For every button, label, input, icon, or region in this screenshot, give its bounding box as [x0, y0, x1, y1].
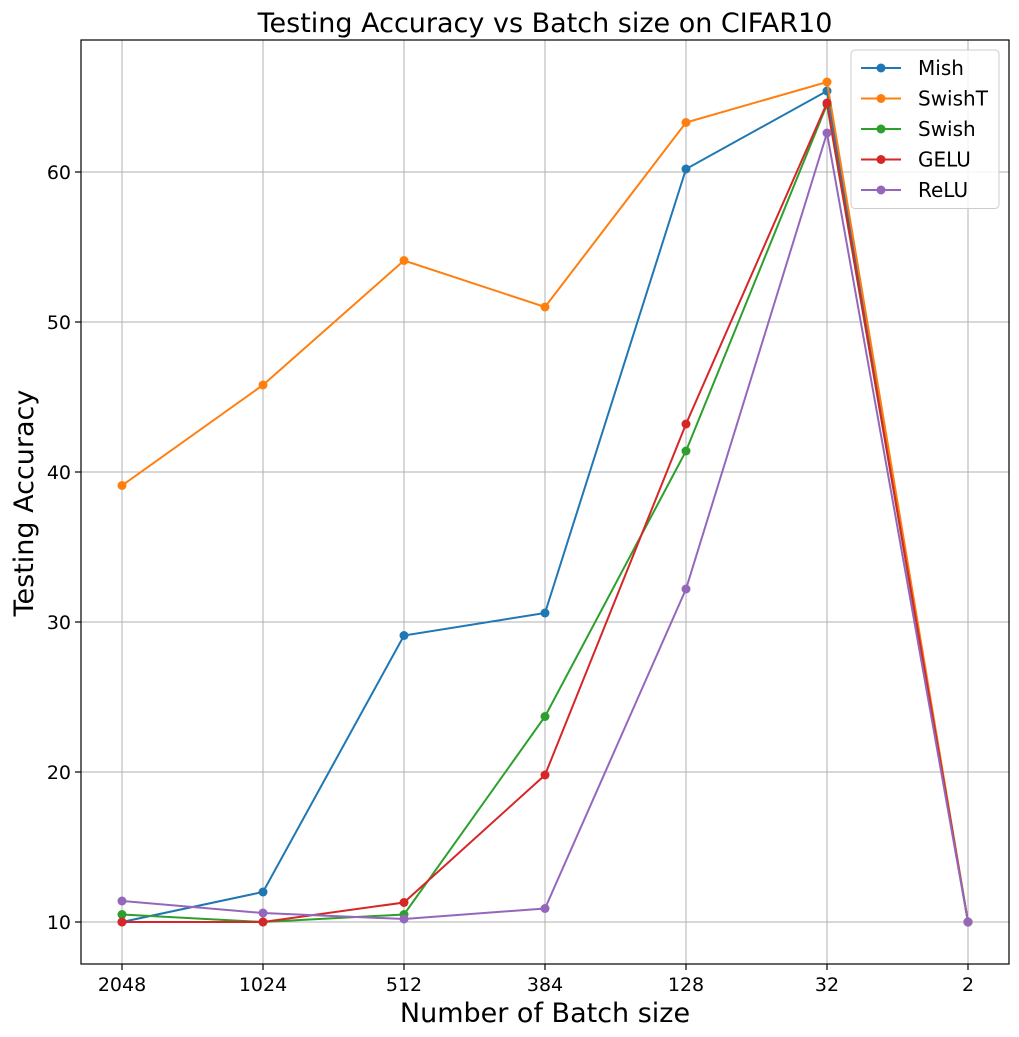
chart-title: Testing Accuracy vs Batch size on CIFAR1… — [257, 8, 833, 39]
y-axis-label: Testing Accuracy — [9, 390, 40, 618]
data-point-relu — [822, 128, 832, 138]
legend-marker-mish — [876, 63, 886, 73]
data-point-relu — [963, 917, 973, 927]
data-point-gelu — [822, 98, 832, 108]
x-tick-label: 1024 — [239, 974, 287, 996]
x-tick-label: 384 — [527, 974, 563, 996]
data-point-swish — [540, 712, 550, 721]
y-tick-label: 50 — [47, 312, 71, 334]
data-point-swish — [681, 446, 691, 456]
y-axis: 10 20 30 40 50 60 — [47, 162, 81, 934]
y-tick-label: 20 — [47, 762, 71, 784]
data-point-gelu — [117, 917, 127, 927]
legend-item-relu: ReLU — [861, 178, 968, 202]
legend-marker-gelu — [876, 155, 886, 164]
data-point-relu — [399, 914, 409, 924]
y-tick-label: 40 — [47, 462, 71, 484]
data-point-relu — [540, 904, 550, 913]
data-point-relu — [117, 896, 127, 906]
x-axis: 2048 1024 512 384 128 32 2 — [98, 964, 974, 996]
legend-marker-swisht — [876, 94, 886, 103]
legend-label-swisht: SwishT — [918, 87, 989, 111]
series-relu — [117, 128, 973, 927]
x-tick-label: 128 — [668, 974, 704, 996]
legend-label-swish: Swish — [918, 117, 976, 141]
data-point-mish — [258, 887, 268, 897]
x-axis-label: Number of Batch size — [400, 998, 690, 1029]
data-point-swisht — [399, 256, 409, 265]
legend-box — [850, 49, 1000, 209]
legend-item-swisht: SwishT — [861, 87, 989, 111]
y-tick-label: 10 — [47, 912, 71, 934]
data-point-swish — [117, 910, 127, 919]
legend-marker-relu — [876, 185, 886, 195]
data-point-gelu — [258, 917, 268, 927]
legend-item-gelu: GELU — [861, 148, 971, 172]
data-point-gelu — [681, 419, 691, 429]
y-tick-label: 30 — [47, 612, 71, 634]
data-point-swisht — [681, 118, 691, 127]
legend: Mish SwishT Swish GELU ReLU — [850, 49, 1000, 209]
data-point-mish — [399, 631, 409, 640]
legend-marker-swish — [876, 124, 886, 134]
legend-label-gelu: GELU — [918, 148, 971, 172]
x-tick-label: 2048 — [98, 974, 146, 996]
data-point-swisht — [258, 380, 268, 390]
legend-label-mish: Mish — [918, 56, 964, 80]
data-point-gelu — [399, 898, 409, 907]
x-tick-label: 512 — [386, 974, 422, 996]
data-point-mish — [681, 164, 691, 174]
data-point-swisht — [540, 302, 550, 312]
legend-item-mish: Mish — [861, 56, 964, 80]
x-tick-label: 32 — [815, 974, 839, 996]
series-layer — [117, 77, 973, 927]
data-point-swisht — [117, 481, 127, 490]
data-point-relu — [681, 584, 691, 594]
data-point-gelu — [540, 770, 550, 780]
data-point-swisht — [822, 77, 832, 87]
data-point-relu — [258, 908, 268, 918]
series-gelu — [117, 98, 973, 927]
y-tick-label: 60 — [47, 162, 71, 184]
legend-label-relu: ReLU — [918, 178, 968, 202]
legend-item-swish: Swish — [861, 117, 976, 141]
data-point-mish — [540, 608, 550, 618]
x-tick-label: 2 — [962, 974, 974, 996]
